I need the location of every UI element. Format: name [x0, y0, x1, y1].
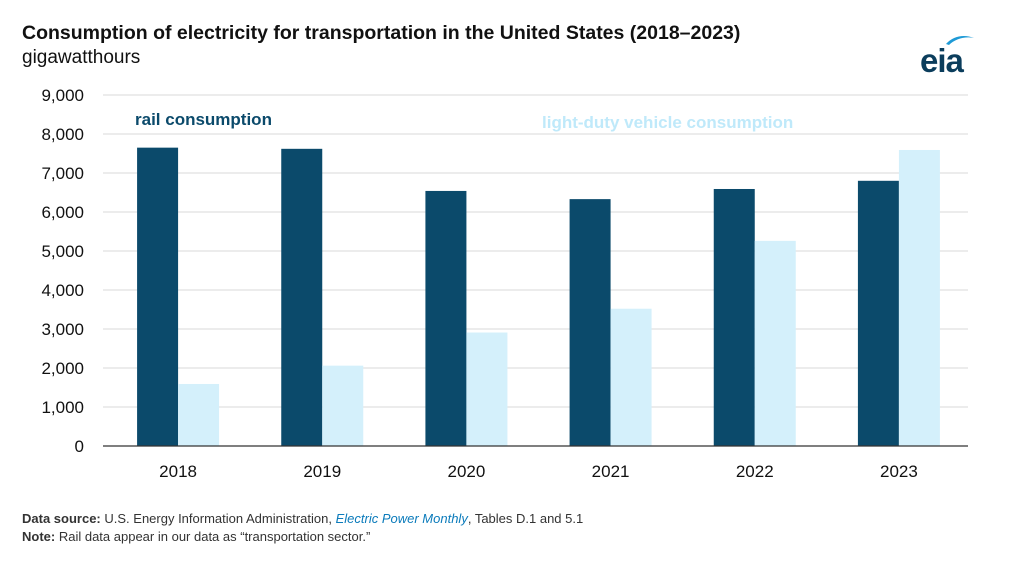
chart-title: Consumption of electricity for transport…	[22, 22, 741, 44]
rail-bar	[425, 190, 467, 446]
note-label: Note:	[22, 529, 56, 544]
light-duty-vehicle-bar	[610, 308, 652, 446]
legend-rail-consumption: rail consumption	[135, 110, 272, 129]
x-tick-label: 2022	[736, 462, 774, 481]
y-tick-label: 1,000	[41, 398, 84, 417]
rail-bar	[857, 180, 899, 447]
x-tick-label: 2021	[592, 462, 630, 481]
note-text: Rail data appear in our data as “transpo…	[58, 529, 371, 544]
y-tick-label: 6,000	[41, 203, 84, 222]
y-tick-label: 5,000	[41, 242, 84, 261]
y-tick-label: 2,000	[41, 359, 84, 378]
y-tick-label: 4,000	[41, 281, 84, 300]
y-tick-label: 9,000	[41, 86, 84, 105]
data-source-label: Data source:	[22, 511, 101, 526]
footnote: Note: Rail data appear in our data as “t…	[22, 529, 370, 544]
x-tick-label: 2018	[159, 462, 197, 481]
data-source-note: Data source: U.S. Energy Information Adm…	[22, 511, 583, 526]
light-duty-vehicle-bar	[178, 383, 220, 446]
y-tick-label: 8,000	[41, 125, 84, 144]
chart-units: gigawatthours	[22, 47, 141, 68]
data-source-tables: , Tables D.1 and 5.1	[467, 511, 584, 526]
x-tick-label: 2023	[880, 462, 918, 481]
electric-power-monthly-link[interactable]: Electric Power Monthly	[335, 511, 468, 526]
light-duty-vehicle-bar	[322, 365, 364, 446]
y-tick-label: 0	[75, 437, 84, 456]
rail-bar	[281, 148, 323, 446]
eia-logo-swoosh	[946, 36, 974, 45]
rail-bar	[569, 199, 611, 446]
bar-chart: 0 1,000 2,000 3,000 4,000 5,000 6,000 7,000 8,00…	[41, 86, 968, 481]
light-duty-vehicle-bar	[466, 332, 508, 446]
eia-logo: eia	[920, 34, 976, 79]
light-duty-vehicle-bar	[754, 240, 796, 446]
data-source-text: U.S. Energy Information Administration,	[104, 511, 332, 526]
legend-light-duty-vehicle-consumption: light-duty vehicle consumption	[542, 113, 793, 132]
y-tick-label: 3,000	[41, 320, 84, 339]
rail-bar	[713, 188, 755, 447]
x-tick-label: 2019	[303, 462, 341, 481]
eia-logo-text: eia	[920, 42, 964, 79]
y-tick-label: 7,000	[41, 164, 84, 183]
light-duty-vehicle-bar	[898, 149, 940, 447]
x-tick-label: 2020	[448, 462, 486, 481]
rail-bar	[137, 147, 179, 446]
